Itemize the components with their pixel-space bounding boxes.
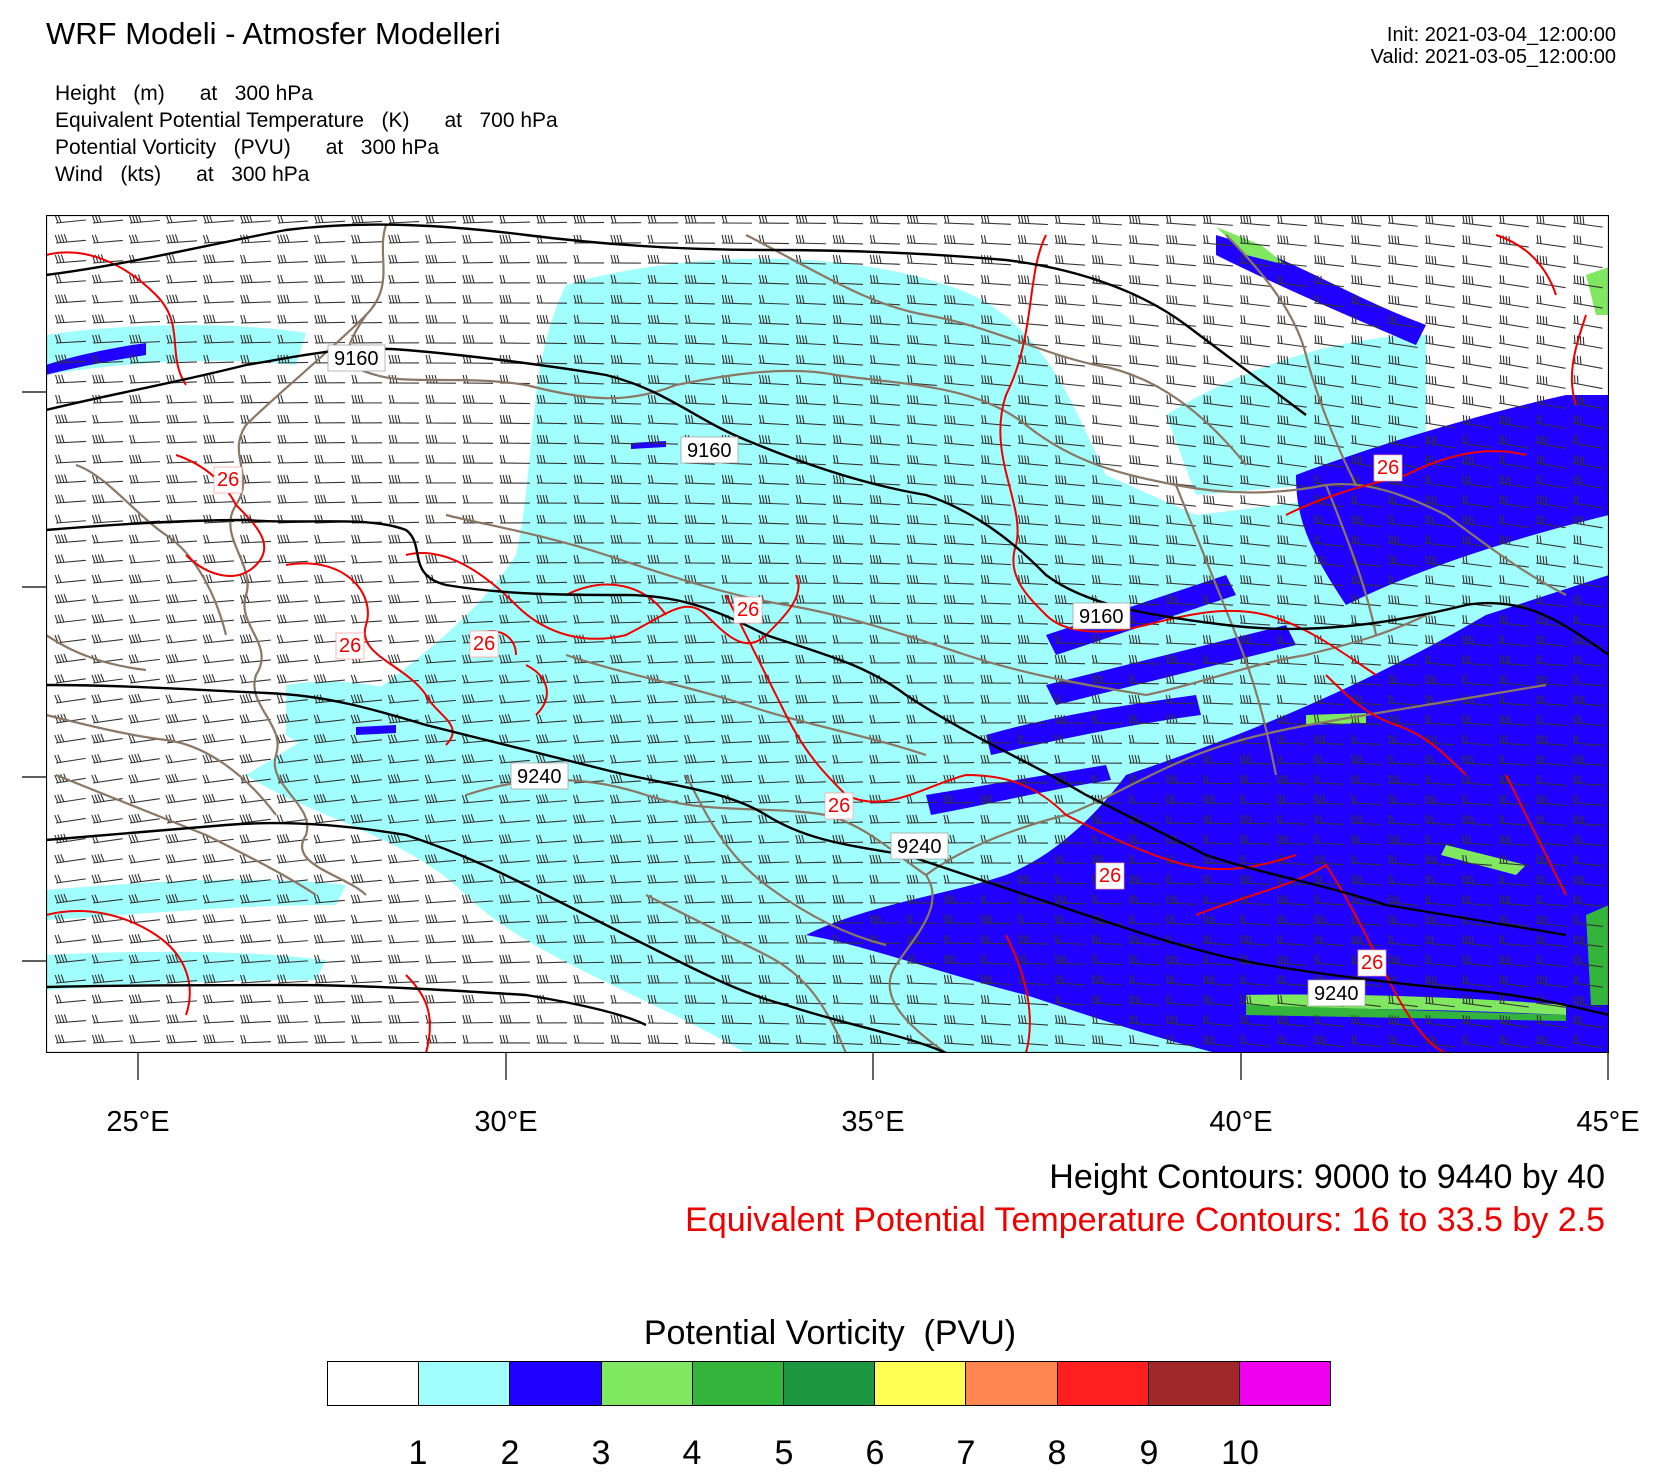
colorbar-swatch bbox=[1058, 1361, 1149, 1406]
colorbar-label: 2 bbox=[501, 1434, 520, 1473]
colorbar-label: 6 bbox=[866, 1434, 885, 1473]
colorbar-swatch bbox=[1240, 1361, 1331, 1406]
lon-label-45e: 45°E bbox=[1576, 1106, 1639, 1139]
colorbar-label: 8 bbox=[1048, 1434, 1067, 1473]
colorbar bbox=[327, 1361, 1331, 1406]
lon-label-35e: 35°E bbox=[841, 1106, 904, 1139]
colorbar-label: 1 bbox=[409, 1434, 428, 1473]
colorbar-swatch bbox=[784, 1361, 875, 1406]
colorbar-label: 4 bbox=[683, 1434, 702, 1473]
colorbar-swatch bbox=[1149, 1361, 1240, 1406]
colorbar-swatch bbox=[875, 1361, 966, 1406]
colorbar-label: 9 bbox=[1140, 1434, 1159, 1473]
colorbar-label: 10 bbox=[1221, 1434, 1259, 1473]
colorbar-swatch bbox=[510, 1361, 601, 1406]
colorbar-swatch bbox=[966, 1361, 1057, 1406]
axis-ticks bbox=[0, 0, 1660, 1120]
lon-label-25e: 25°E bbox=[106, 1106, 169, 1139]
colorbar-swatch bbox=[602, 1361, 693, 1406]
colorbar-swatch bbox=[419, 1361, 510, 1406]
colorbar-swatch bbox=[327, 1361, 419, 1406]
colorbar-label: 5 bbox=[775, 1434, 794, 1473]
colorbar-label: 7 bbox=[957, 1434, 976, 1473]
height-contours-legend: Height Contours: 9000 to 9440 by 40 bbox=[1049, 1158, 1605, 1197]
theta-contours-legend: Equivalent Potential Temperature Contour… bbox=[685, 1201, 1605, 1240]
colorbar-title: Potential Vorticity (PVU) bbox=[0, 1314, 1660, 1353]
lon-label-40e: 40°E bbox=[1209, 1106, 1272, 1139]
colorbar-swatch bbox=[693, 1361, 784, 1406]
lon-label-30e: 30°E bbox=[474, 1106, 537, 1139]
colorbar-label: 3 bbox=[592, 1434, 611, 1473]
